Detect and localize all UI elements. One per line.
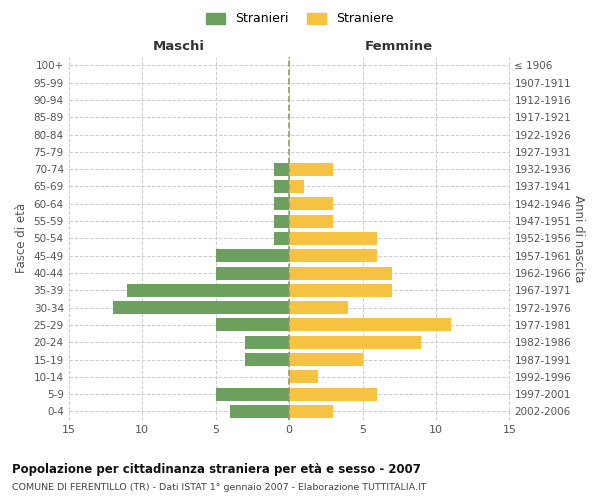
Bar — [289, 318, 451, 332]
Text: Maschi: Maschi — [153, 40, 205, 53]
Bar — [274, 198, 289, 210]
Bar — [289, 249, 377, 262]
Bar — [289, 162, 333, 175]
Bar — [289, 214, 333, 228]
Bar — [289, 405, 333, 418]
Bar — [289, 232, 377, 245]
Bar — [215, 266, 289, 280]
Bar — [215, 388, 289, 400]
Bar — [113, 301, 289, 314]
Y-axis label: Fasce di età: Fasce di età — [15, 204, 28, 274]
Bar — [245, 353, 289, 366]
Bar — [274, 180, 289, 193]
Bar — [289, 198, 333, 210]
Bar — [289, 370, 319, 384]
Y-axis label: Anni di nascita: Anni di nascita — [572, 194, 585, 282]
Bar — [274, 232, 289, 245]
Bar — [127, 284, 289, 297]
Legend: Stranieri, Straniere: Stranieri, Straniere — [200, 6, 400, 32]
Bar — [215, 249, 289, 262]
Text: Femmine: Femmine — [365, 40, 433, 53]
Bar — [274, 214, 289, 228]
Bar — [230, 405, 289, 418]
Text: COMUNE DI FERENTILLO (TR) - Dati ISTAT 1° gennaio 2007 - Elaborazione TUTTITALIA: COMUNE DI FERENTILLO (TR) - Dati ISTAT 1… — [12, 482, 427, 492]
Bar — [289, 336, 421, 348]
Bar — [289, 180, 304, 193]
Bar — [289, 301, 348, 314]
Bar — [215, 318, 289, 332]
Bar — [289, 266, 392, 280]
Bar — [274, 162, 289, 175]
Text: Popolazione per cittadinanza straniera per età e sesso - 2007: Popolazione per cittadinanza straniera p… — [12, 462, 421, 475]
Bar — [289, 388, 377, 400]
Bar — [289, 353, 362, 366]
Bar — [245, 336, 289, 348]
Bar — [289, 284, 392, 297]
